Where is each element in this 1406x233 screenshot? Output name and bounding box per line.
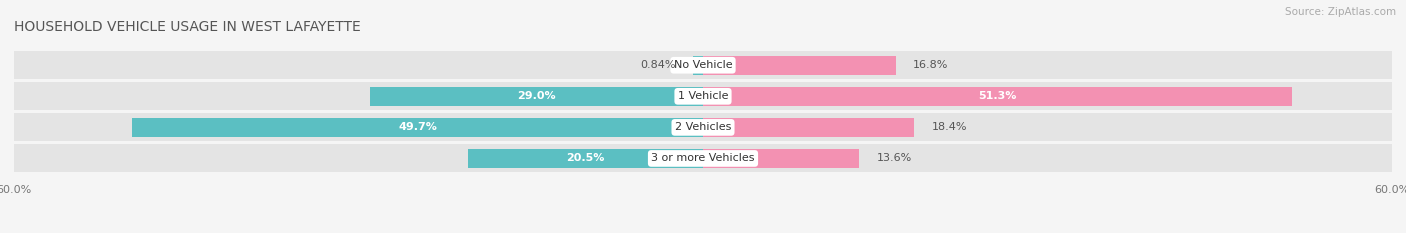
Bar xyxy=(132,118,703,137)
Text: 2 Vehicles: 2 Vehicles xyxy=(675,122,731,132)
Bar xyxy=(703,118,914,137)
Text: 1 Vehicle: 1 Vehicle xyxy=(678,91,728,101)
Bar xyxy=(703,56,896,75)
Bar xyxy=(703,149,859,168)
Bar xyxy=(370,87,703,106)
Text: 16.8%: 16.8% xyxy=(912,60,949,70)
Bar xyxy=(14,82,1392,110)
Text: 51.3%: 51.3% xyxy=(979,91,1017,101)
Text: HOUSEHOLD VEHICLE USAGE IN WEST LAFAYETTE: HOUSEHOLD VEHICLE USAGE IN WEST LAFAYETT… xyxy=(14,20,361,34)
Bar xyxy=(14,113,1392,141)
Bar xyxy=(703,87,1292,106)
Bar xyxy=(693,56,703,75)
Text: 29.0%: 29.0% xyxy=(517,91,555,101)
Text: 13.6%: 13.6% xyxy=(876,154,911,163)
Text: 3 or more Vehicles: 3 or more Vehicles xyxy=(651,154,755,163)
Bar xyxy=(468,149,703,168)
Text: Source: ZipAtlas.com: Source: ZipAtlas.com xyxy=(1285,7,1396,17)
Bar xyxy=(14,144,1392,172)
Text: 0.84%: 0.84% xyxy=(641,60,676,70)
Text: 20.5%: 20.5% xyxy=(567,154,605,163)
Text: 49.7%: 49.7% xyxy=(398,122,437,132)
Text: 18.4%: 18.4% xyxy=(932,122,967,132)
Text: No Vehicle: No Vehicle xyxy=(673,60,733,70)
Bar xyxy=(14,51,1392,79)
